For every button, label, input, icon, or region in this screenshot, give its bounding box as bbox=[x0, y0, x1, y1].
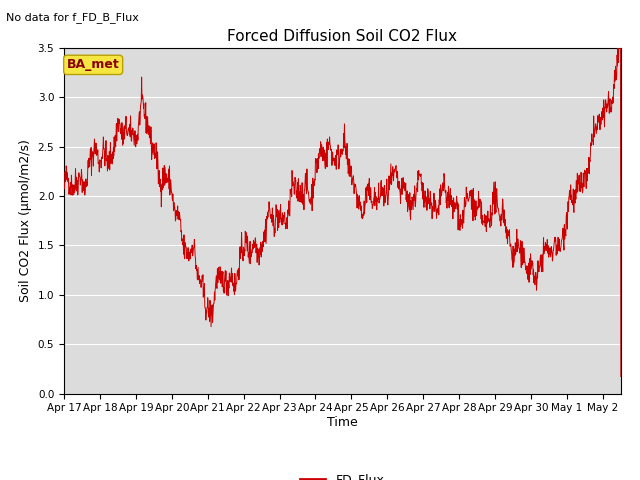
Title: Forced Diffusion Soil CO2 Flux: Forced Diffusion Soil CO2 Flux bbox=[227, 29, 458, 44]
Y-axis label: Soil CO2 Flux (μmol/m2/s): Soil CO2 Flux (μmol/m2/s) bbox=[19, 139, 32, 302]
Text: No data for f_FD_B_Flux: No data for f_FD_B_Flux bbox=[6, 12, 140, 23]
Text: BA_met: BA_met bbox=[67, 59, 120, 72]
X-axis label: Time: Time bbox=[327, 416, 358, 429]
Legend: FD_Flux: FD_Flux bbox=[296, 468, 389, 480]
